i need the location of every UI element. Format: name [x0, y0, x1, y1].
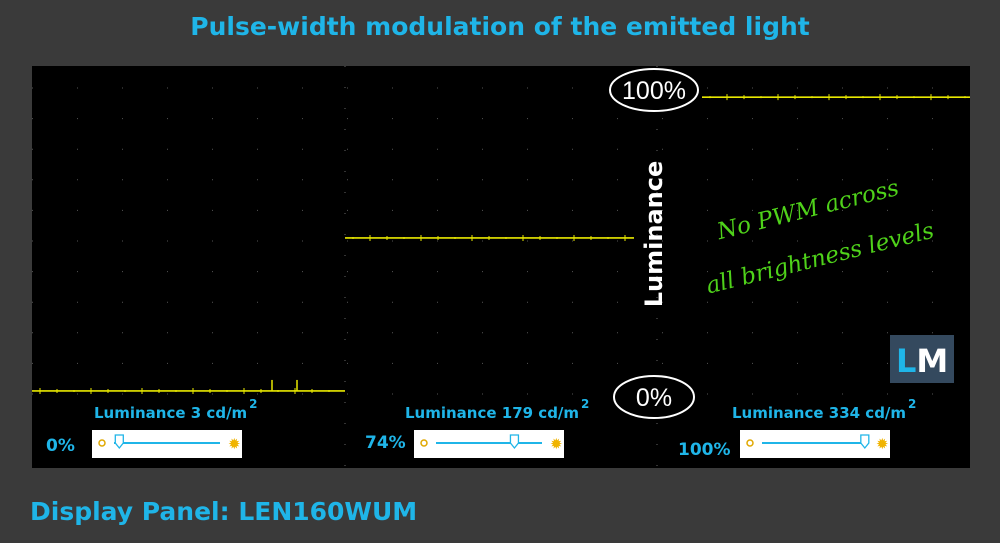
luminance-label: Luminance 179 cd/m — [405, 404, 579, 422]
brightness-setting: 100% — [678, 440, 731, 460]
sun-small-icon — [420, 439, 428, 447]
luminance-label: Luminance 334 cd/m — [732, 404, 906, 422]
plot-background — [32, 66, 970, 468]
sun-small-icon — [98, 439, 106, 447]
measurement-panel: Luminance 3 cd/m 2 0% ✹ — [46, 397, 258, 458]
sun-small-icon — [746, 439, 754, 447]
display-panel-label: Display Panel: LEN160WUM — [30, 497, 418, 526]
oscilloscope-plot: 100% 0% Luminance No PWM across all brig… — [32, 66, 970, 468]
slider-handle — [860, 434, 870, 450]
traces — [32, 94, 970, 394]
marker-100: 100% — [609, 68, 699, 112]
marker-0: 0% — [613, 375, 695, 419]
measurement-panel: Luminance 334 cd/m 2 100% ✹ — [678, 397, 916, 460]
slider-handle — [114, 434, 124, 450]
unit-superscript: 2 — [249, 397, 257, 411]
logo-text: LM — [896, 342, 948, 380]
sun-large-icon: ✹ — [550, 435, 563, 453]
luminance-label: Luminance 3 cd/m — [94, 404, 247, 422]
marker-0-label: 0% — [636, 384, 672, 412]
lm-logo: LM — [890, 335, 954, 383]
brightness-setting: 74% — [365, 433, 406, 453]
sun-large-icon: ✹ — [228, 435, 241, 453]
y-axis-label: Luminance — [640, 161, 668, 307]
marker-100-label: 100% — [622, 77, 686, 105]
measurement-panel: Luminance 179 cd/m 2 74% ✹ — [365, 397, 589, 458]
sun-large-icon: ✹ — [876, 435, 889, 453]
chart-title: Pulse-width modulation of the emitted li… — [190, 12, 810, 41]
unit-superscript: 2 — [908, 397, 916, 411]
brightness-setting: 0% — [46, 436, 75, 456]
unit-superscript: 2 — [581, 397, 589, 411]
slider-handle — [509, 434, 520, 450]
measurement-panels: Luminance 3 cd/m 20% ✹Luminance 179 cd/m 27… — [46, 397, 916, 460]
